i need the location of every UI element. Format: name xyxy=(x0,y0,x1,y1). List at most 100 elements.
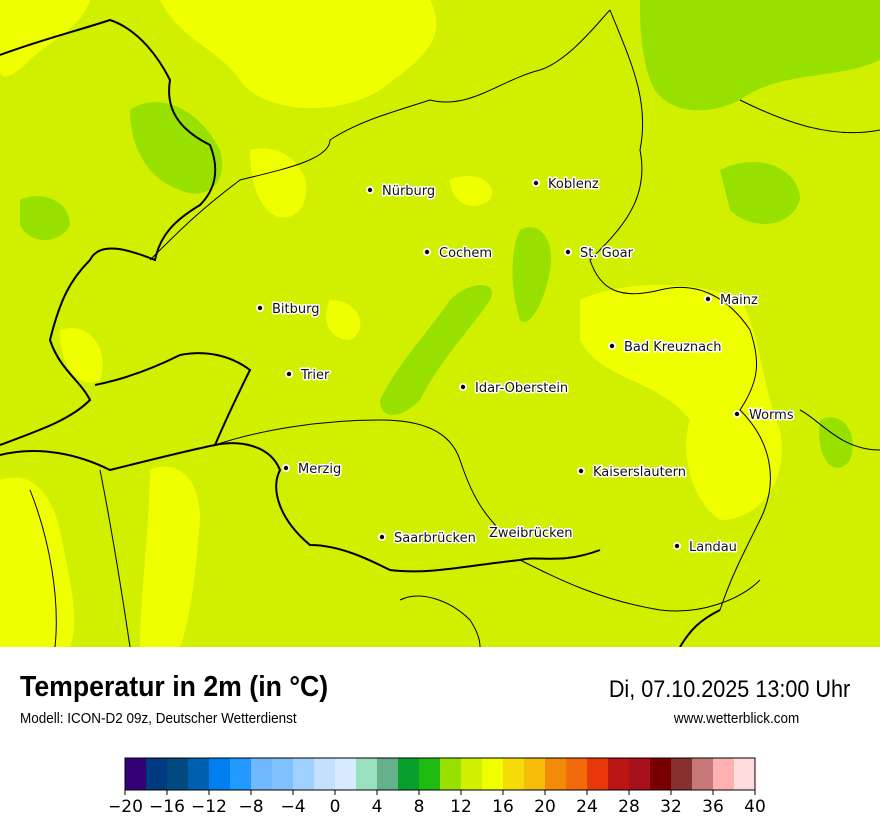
legend-bin xyxy=(209,758,231,790)
warm-areas xyxy=(0,0,782,647)
city-dot-center xyxy=(286,371,292,377)
city-cochem: Cochem xyxy=(423,245,494,263)
legend-tick-label: 16 xyxy=(492,797,514,817)
legend-bin xyxy=(314,758,336,790)
city-dot-center xyxy=(367,187,373,193)
city-dot-center xyxy=(705,296,711,302)
legend-tick-label: 28 xyxy=(618,797,640,817)
city-mainz: Mainz xyxy=(704,292,760,310)
city-dot-center xyxy=(460,384,466,390)
city-label: Trier xyxy=(300,368,330,383)
city-label: Landau xyxy=(689,540,737,555)
legend-tick-label: −8 xyxy=(238,797,263,817)
legend-bin xyxy=(398,758,420,790)
legend-bin xyxy=(335,758,357,790)
legend-tick-label: 4 xyxy=(372,797,383,817)
city-dot-center xyxy=(379,534,385,540)
city-n-rburg: Nürburg xyxy=(366,183,437,201)
legend-tick-label: 20 xyxy=(534,797,556,817)
city-label: Saarbrücken xyxy=(394,531,476,546)
legend-bin xyxy=(167,758,189,790)
legend-bin xyxy=(629,758,651,790)
city-idar-oberstein: Idar-Oberstein xyxy=(459,380,570,398)
map-title: Temperatur in 2m (in °C) xyxy=(20,671,329,703)
legend-bin xyxy=(587,758,609,790)
city-label: Worms xyxy=(749,408,794,423)
legend-tick-label: 40 xyxy=(744,797,766,817)
city-label: Bitburg xyxy=(272,302,320,317)
city-koblenz: Koblenz xyxy=(532,176,600,194)
legend-bin xyxy=(734,758,756,790)
legend-tick-label: 12 xyxy=(450,797,472,817)
city-label: Cochem xyxy=(439,246,492,261)
city-dot-center xyxy=(734,411,740,417)
city-dot-center xyxy=(424,249,430,255)
legend-bin xyxy=(650,758,672,790)
legend-frame xyxy=(124,757,756,791)
city-label: St. Goar xyxy=(580,246,634,261)
legend-bin xyxy=(713,758,735,790)
city-label: Koblenz xyxy=(548,177,599,192)
legend-bin xyxy=(377,758,399,790)
city-worms: Worms xyxy=(733,407,795,425)
cool-areas xyxy=(20,0,880,468)
city-label: Kaiserslautern xyxy=(593,465,686,480)
city-trier: Trier xyxy=(285,367,331,385)
city-bad-kreuznach: Bad Kreuznach xyxy=(608,339,723,357)
city-label: Idar-Oberstein xyxy=(475,381,568,396)
legend-tick-label: −4 xyxy=(280,797,305,817)
legend-bin xyxy=(503,758,525,790)
city-markers: Nürburg Koblenz Cochem St. Goar Mainz Bitburg… xyxy=(256,176,795,557)
city-dot-center xyxy=(578,468,584,474)
model-source: Modell: ICON-D2 09z, Deutscher Wetterdie… xyxy=(20,710,297,727)
legend-tick-label: 0 xyxy=(330,797,341,817)
legend-bin xyxy=(125,758,147,790)
legend-bin xyxy=(419,758,441,790)
legend-bin xyxy=(566,758,588,790)
city-label: Bad Kreuznach xyxy=(624,340,722,355)
legend-tick-label: 32 xyxy=(660,797,682,817)
legend-bin xyxy=(146,758,168,790)
city-dot-center xyxy=(283,465,289,471)
legend-tick-label: −20 xyxy=(110,797,143,817)
legend-tick-label: 8 xyxy=(414,797,425,817)
legend-bin xyxy=(524,758,546,790)
temperature-map: Nürburg Koblenz Cochem St. Goar Mainz Bitburg… xyxy=(0,0,880,647)
city-label: Merzig xyxy=(298,462,341,477)
legend-bin xyxy=(692,758,714,790)
legend-bin xyxy=(251,758,273,790)
legend-tick-label: −12 xyxy=(191,797,227,817)
city-dot-center xyxy=(257,305,263,311)
legend-bin xyxy=(461,758,483,790)
forecast-datetime: Di, 07.10.2025 13:00 Uhr xyxy=(608,676,850,703)
legend-bin xyxy=(272,758,294,790)
city-dot-center xyxy=(609,343,615,349)
legend-bin xyxy=(188,758,210,790)
city-saarbr-cken: Saarbrücken xyxy=(378,530,477,548)
city-zweibr-cken: Zweibrücken xyxy=(488,525,574,543)
city-dot-center xyxy=(533,180,539,186)
city-merzig: Merzig xyxy=(282,461,343,479)
legend-tick-label: 36 xyxy=(702,797,724,817)
legend-bin xyxy=(671,758,693,790)
city-label: Zweibrücken xyxy=(489,526,572,541)
city-dot-center xyxy=(674,543,680,549)
legend-bin xyxy=(545,758,567,790)
legend-tick-label: 24 xyxy=(576,797,598,817)
city-label: Nürburg xyxy=(382,184,435,199)
legend-bin xyxy=(440,758,462,790)
color-legend: −20 −16 −12 −8 −4 0 4 8 12 16 20 24 28 32 36 40 xyxy=(110,757,766,817)
city-landau: Landau xyxy=(673,539,738,557)
website-link[interactable]: www.wetterblick.com xyxy=(673,710,799,727)
legend-tick-label: −16 xyxy=(149,797,185,817)
city-kaiserslautern: Kaiserslautern xyxy=(577,464,688,482)
city-dot-center xyxy=(565,249,571,255)
city-st-goar: St. Goar xyxy=(564,245,635,263)
legend-bin xyxy=(482,758,504,790)
legend-bin xyxy=(230,758,252,790)
legend-bin xyxy=(608,758,630,790)
borders xyxy=(0,9,880,647)
city-bitburg: Bitburg xyxy=(256,301,321,319)
legend-bin xyxy=(356,758,378,790)
legend-bin xyxy=(293,758,315,790)
